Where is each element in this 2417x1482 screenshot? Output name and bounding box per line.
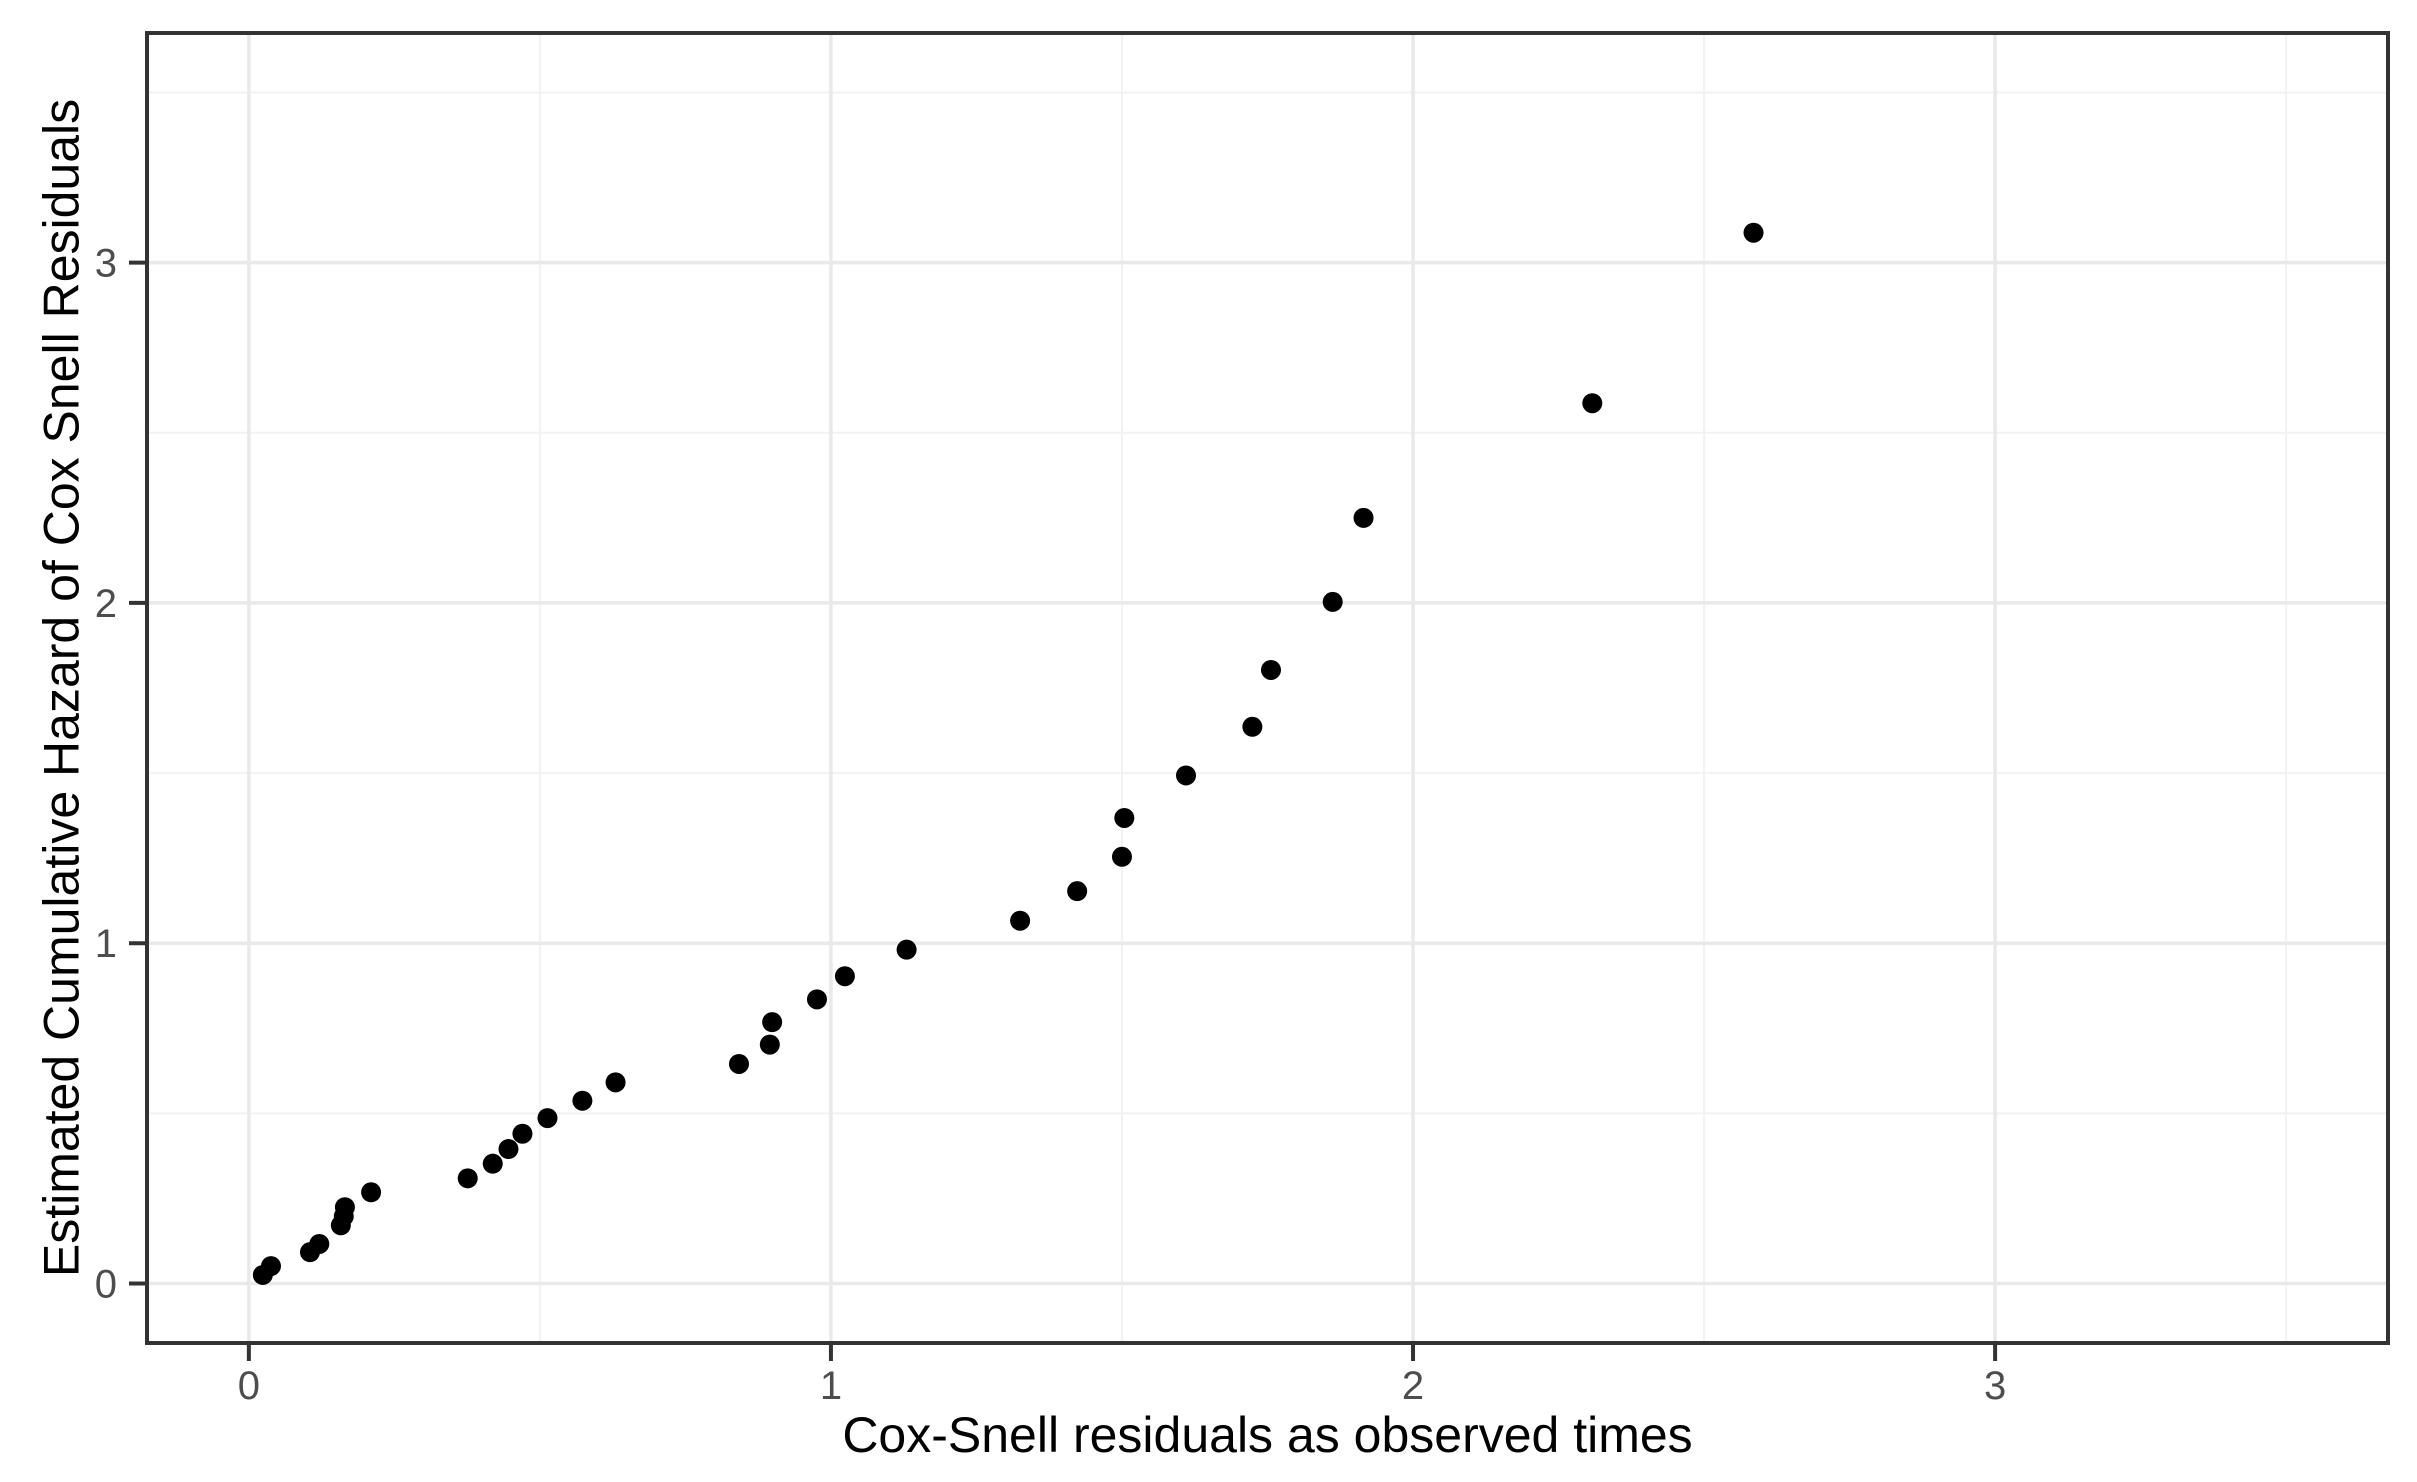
y-tick-label: 3 — [95, 242, 117, 286]
plot-panel — [147, 33, 2388, 1343]
data-point — [1114, 807, 1135, 828]
data-point — [537, 1108, 558, 1129]
data-point — [1260, 659, 1281, 680]
data-point — [605, 1072, 626, 1093]
data-point — [759, 1034, 780, 1055]
data-point — [896, 939, 917, 960]
x-axis-title: Cox-Snell residuals as observed times — [842, 1407, 1693, 1463]
data-point — [1176, 765, 1197, 786]
y-tick-label: 1 — [95, 922, 117, 966]
data-point — [806, 989, 827, 1010]
data-point — [1322, 591, 1343, 612]
data-point — [457, 1168, 478, 1189]
data-point — [334, 1197, 355, 1218]
data-point — [834, 966, 855, 987]
data-point — [572, 1090, 593, 1111]
data-point — [762, 1012, 783, 1033]
data-point — [309, 1233, 330, 1254]
x-tick-label: 2 — [1402, 1364, 1424, 1408]
data-point — [512, 1123, 533, 1144]
data-point — [1067, 881, 1088, 902]
x-tick-label: 1 — [820, 1364, 842, 1408]
y-tick-label: 0 — [95, 1262, 117, 1306]
y-tick-label: 2 — [95, 582, 117, 626]
data-point — [1743, 222, 1764, 243]
data-point — [482, 1153, 503, 1174]
x-tick-label: 0 — [238, 1364, 260, 1408]
data-point — [361, 1182, 382, 1203]
data-point — [260, 1256, 281, 1277]
data-point — [1353, 507, 1374, 528]
data-point — [1010, 910, 1031, 931]
data-point — [498, 1139, 519, 1160]
data-point — [728, 1053, 749, 1074]
y-axis-title: Estimated Cumulative Hazard of Cox Snell… — [33, 98, 90, 1278]
data-point — [1582, 393, 1603, 414]
panel-border — [145, 31, 2390, 1345]
data-point — [1242, 716, 1263, 737]
data-point — [1111, 846, 1132, 867]
x-tick-label: 3 — [1984, 1364, 2006, 1408]
